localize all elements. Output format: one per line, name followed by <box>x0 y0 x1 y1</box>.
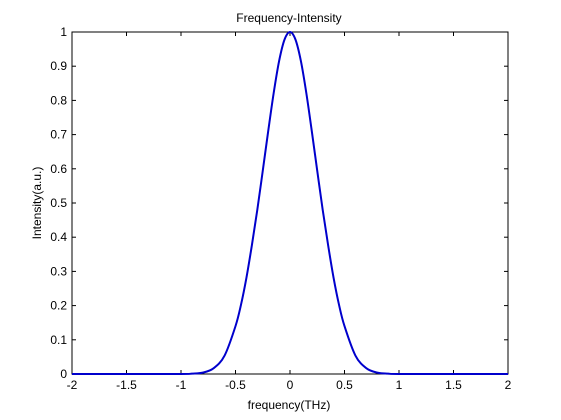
y-tick-label: 0.7 <box>50 128 67 142</box>
x-tick-label: 0 <box>287 378 294 392</box>
chart-title: Frequency-Intensity <box>236 11 341 25</box>
series-line-0 <box>71 31 509 376</box>
x-axis-label: frequency(THz) <box>248 398 331 412</box>
y-tick-label: 1 <box>60 25 67 39</box>
y-axis-label: Intensity(a.u.) <box>30 167 44 240</box>
y-tick-label: 0 <box>60 367 67 381</box>
x-tick-label: -0.5 <box>225 378 246 392</box>
x-tick-label: -2 <box>67 378 78 392</box>
series-layer <box>71 31 509 376</box>
x-tick-label: 0.5 <box>336 378 353 392</box>
x-tick-label: -1 <box>176 378 187 392</box>
x-tick-label: 1.5 <box>445 378 462 392</box>
y-tick-label: 0.9 <box>50 59 67 73</box>
x-axis: -2 -1.5 -1 -0.5 0 0.5 1 1.5 2 <box>67 32 512 392</box>
x-tick-label: 2 <box>505 378 512 392</box>
y-tick-label: 0.3 <box>50 264 67 278</box>
y-tick-label: 0.2 <box>50 299 67 313</box>
axes-frame <box>71 31 509 375</box>
y-tick-label: 0.5 <box>50 196 67 210</box>
plot-area <box>71 31 509 375</box>
x-tick-label: 1 <box>396 378 403 392</box>
y-tick-label: 0.4 <box>50 230 67 244</box>
y-tick-label: 0.6 <box>50 162 67 176</box>
y-axis: 0 0.1 0.2 0.3 0.4 0.5 0.6 0.7 0.8 0.9 1 <box>50 25 508 381</box>
y-tick-label: 0.1 <box>50 333 67 347</box>
x-tick-label: -1.5 <box>116 378 137 392</box>
y-tick-label: 0.8 <box>50 93 67 107</box>
